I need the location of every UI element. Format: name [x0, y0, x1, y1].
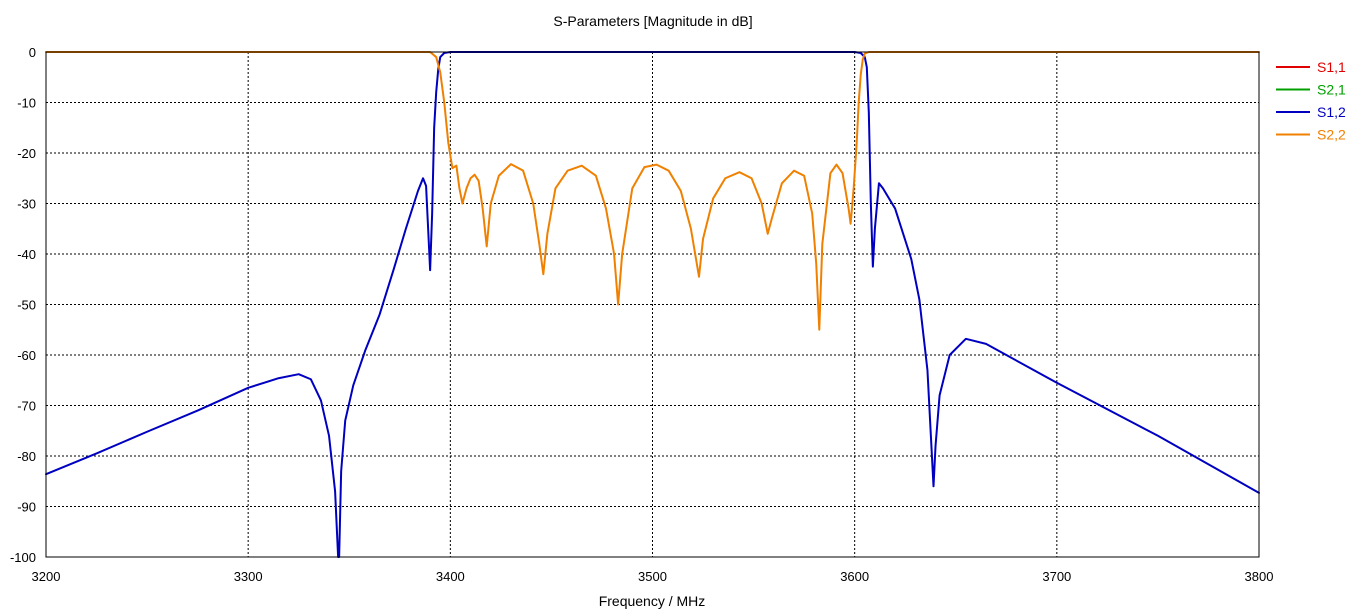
legend-label: S1,1: [1317, 59, 1346, 75]
chart-legend: S1,1 S2,1 S1,2 S2,2: [1276, 59, 1346, 143]
y-tick-label: -70: [17, 399, 36, 414]
x-tick-label: 3800: [1245, 569, 1274, 584]
x-tick-label: 3600: [840, 569, 869, 584]
x-tick-label: 3200: [32, 569, 61, 584]
legend-label: S2,2: [1317, 127, 1346, 143]
chart-title: S-Parameters [Magnitude in dB]: [553, 13, 752, 29]
y-tick-label: -100: [10, 550, 36, 565]
y-tick-label: -50: [17, 298, 36, 313]
y-tick-label: -10: [17, 96, 36, 111]
y-tick-label: -80: [17, 449, 36, 464]
y-tick-label: -90: [17, 500, 36, 515]
y-tick-label: -60: [17, 348, 36, 363]
legend-label: S1,2: [1317, 104, 1346, 120]
x-axis-label: Frequency / MHz: [599, 593, 706, 609]
y-tick-label: 0: [29, 45, 36, 60]
y-tick-label: -40: [17, 247, 36, 262]
series-line-s12: [45, 51, 1260, 558]
y-tick-label: -20: [17, 146, 36, 161]
y-tick-label: -30: [17, 197, 36, 212]
legend-label: S2,1: [1317, 82, 1346, 98]
series-line-s22: [45, 51, 1260, 331]
series-layer: [45, 51, 1260, 558]
y-axis-tick-labels: 0 -10 -20 -30 -40 -50 -60 -70 -80 -90 -100: [10, 45, 36, 565]
x-tick-label: 3700: [1042, 569, 1071, 584]
x-tick-label: 3400: [436, 569, 465, 584]
x-axis-tick-labels: 3200 3300 3400 3500 3600 3700 3800: [32, 569, 1274, 584]
grid-layer: [46, 52, 1259, 557]
plot-area-frame: [45, 51, 1260, 558]
x-tick-label: 3300: [234, 569, 263, 584]
x-tick-label: 3500: [638, 569, 667, 584]
